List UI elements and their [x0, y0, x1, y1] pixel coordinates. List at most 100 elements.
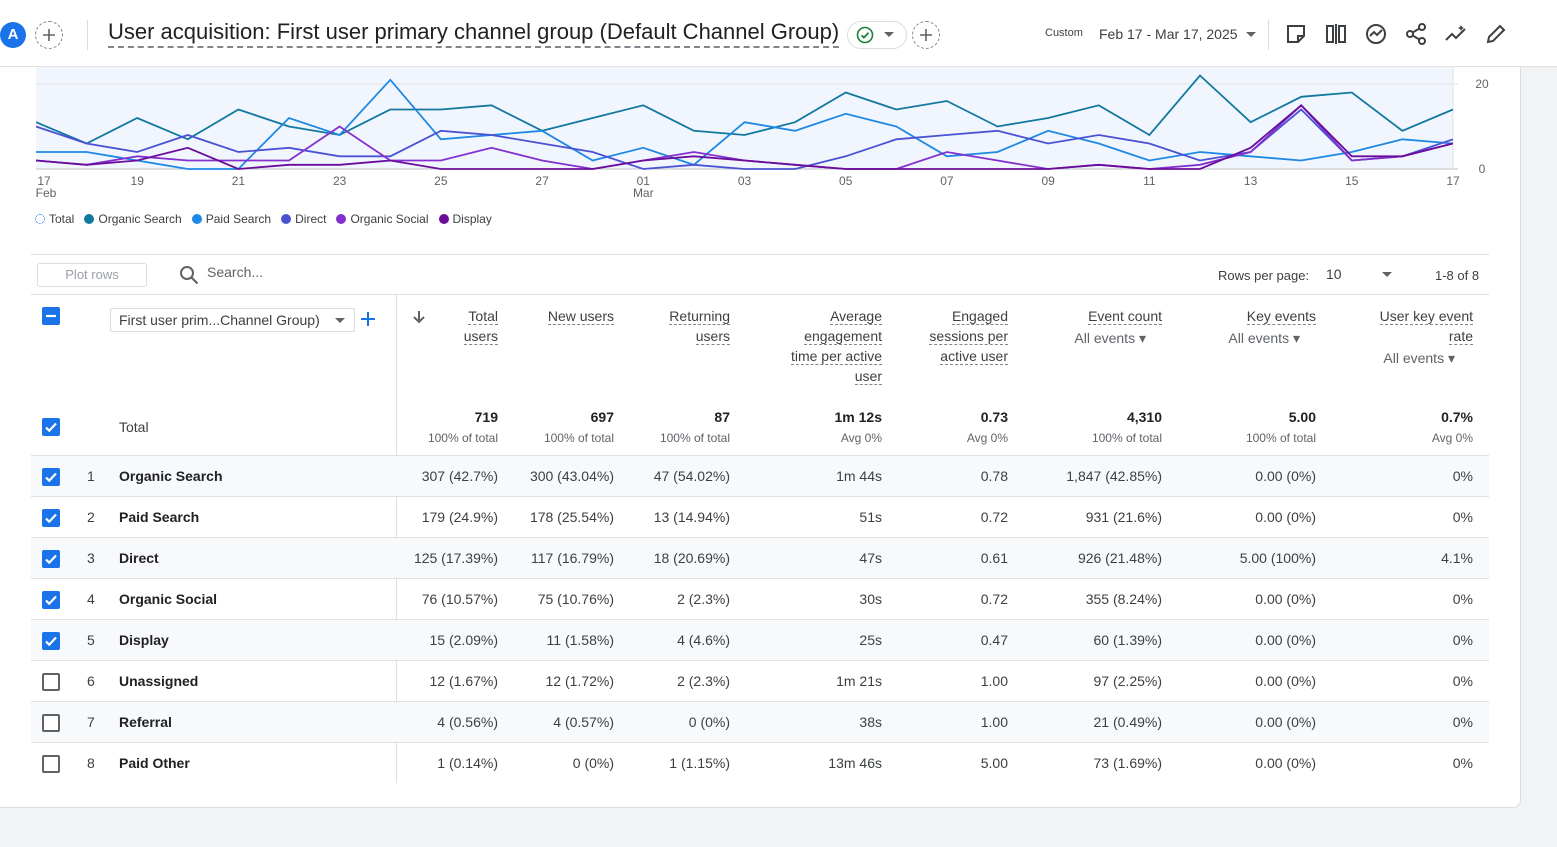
total-cell: 4,310 100% of total [1032, 409, 1162, 445]
row-checkbox[interactable] [42, 591, 60, 609]
table-row[interactable]: 6 Unassigned 12 (1.67%) 12 (1.72%) 2 (2.3%) 1… [31, 660, 1489, 701]
column-header[interactable]: Key events All events ▾ [1196, 306, 1316, 348]
table-cell: 117 (16.79%) [530, 550, 614, 566]
series-line-direct [36, 108, 1453, 170]
insights-icon[interactable] [1364, 22, 1388, 46]
total-value: 1m 12s [834, 409, 882, 425]
table-cell: 1m 44s [836, 468, 882, 484]
avatar[interactable]: A [0, 22, 26, 48]
row-checkbox[interactable] [42, 714, 60, 732]
event-filter-dropdown[interactable]: All events ▾ [1074, 330, 1146, 346]
table-row[interactable]: 1 Organic Search 307 (42.7%) 300 (43.04%) 47… [31, 455, 1489, 496]
legend-item[interactable]: Organic Social [336, 212, 429, 226]
column-header-label: Event count [1088, 308, 1162, 325]
legend-item[interactable]: Organic Search [84, 212, 182, 226]
table-cell: 926 (21.48%) [1077, 550, 1162, 566]
add-comparison-button[interactable] [35, 21, 63, 49]
legend-item[interactable]: Total [35, 212, 74, 226]
row-dimension-value[interactable]: Paid Search [119, 509, 200, 525]
table-cell: 0% [1452, 591, 1473, 607]
row-index: 3 [87, 550, 95, 566]
column-header-label: Engaged [951, 308, 1008, 325]
total-subtext: 100% of total [659, 431, 730, 445]
column-header[interactable]: Returning users [630, 306, 730, 346]
event-filter-dropdown[interactable]: All events ▾ [1228, 330, 1300, 346]
add-dimension-icon[interactable] [360, 311, 376, 327]
row-checkbox[interactable] [42, 755, 60, 773]
row-dimension-value[interactable]: Paid Other [119, 755, 190, 771]
table-row[interactable]: 5 Display 15 (2.09%) 11 (1.58%) 4 (4.6%) 25s 0… [31, 619, 1489, 660]
total-cell: 0.7% Avg 0% [1333, 409, 1473, 445]
pencil-icon[interactable] [1484, 22, 1508, 46]
series-line-display [36, 104, 1453, 170]
row-checkbox[interactable] [42, 673, 60, 691]
search-input[interactable] [207, 264, 407, 280]
total-cell: 697 100% of total [514, 409, 614, 445]
row-dimension-value[interactable]: Organic Social [119, 591, 218, 607]
column-header[interactable]: Average engagement time per active user [742, 306, 882, 386]
legend-item[interactable]: Paid Search [191, 212, 271, 226]
table-row[interactable]: 3 Direct 125 (17.39%) 117 (16.79%) 18 (20.69… [31, 537, 1489, 578]
column-header[interactable]: New users [514, 306, 614, 326]
table-row[interactable]: 7 Referral 4 (0.56%) 4 (0.57%) 0 (0%) 38s 1.00… [31, 701, 1489, 742]
share-icon[interactable] [1404, 22, 1428, 46]
header-divider [1268, 20, 1269, 50]
row-index: 5 [87, 632, 95, 648]
table-cell: 12 (1.67%) [429, 673, 498, 689]
table-row[interactable]: 4 Organic Social 76 (10.57%) 75 (10.76%) 2 (… [31, 578, 1489, 619]
dimension-select[interactable]: First user prim...Channel Group) [110, 308, 355, 332]
total-checkbox[interactable] [42, 418, 60, 436]
total-subtext: Avg 0% [966, 431, 1008, 445]
table-cell: 13m 46s [828, 755, 882, 771]
table-toolbar: Plot rows Rows per page: 10 1-8 of 8 [31, 254, 1489, 295]
table-row[interactable]: 2 Paid Search 179 (24.9%) 178 (25.54%) 13 (1… [31, 496, 1489, 537]
row-dimension-value[interactable]: Organic Search [119, 468, 223, 484]
column-header[interactable]: Event count All events ▾ [1032, 306, 1162, 348]
legend-item[interactable]: Direct [281, 212, 326, 226]
total-cell: 5.00 100% of total [1196, 409, 1316, 445]
status-dropdown[interactable] [847, 21, 907, 49]
add-button[interactable] [912, 21, 940, 49]
chevron-down-icon [335, 318, 345, 323]
row-checkbox[interactable] [42, 468, 60, 486]
row-dimension-value[interactable]: Referral [119, 714, 172, 730]
plot-rows-button[interactable]: Plot rows [37, 263, 147, 287]
table-cell: 2 (2.3%) [677, 673, 730, 689]
table-cell: 5.00 (100%) [1239, 550, 1316, 566]
sort-descending-icon[interactable] [411, 309, 427, 325]
row-dimension-value[interactable]: Direct [119, 550, 159, 566]
column-header[interactable]: User key event rate All events ▾ [1333, 306, 1473, 368]
row-dimension-value[interactable]: Display [119, 632, 169, 648]
date-dropdown-icon[interactable] [1246, 32, 1256, 38]
trend-icon[interactable] [1444, 22, 1468, 46]
table-cell: 0 (0%) [688, 714, 730, 730]
event-filter-dropdown[interactable]: All events ▾ [1383, 350, 1455, 366]
column-header[interactable]: Engaged sessions per active user [898, 306, 1008, 366]
row-checkbox[interactable] [42, 632, 60, 650]
select-all-checkbox[interactable] [42, 307, 60, 325]
edit-comparison-icon[interactable] [1284, 22, 1308, 46]
row-checkbox[interactable] [42, 509, 60, 527]
rows-per-page-select[interactable]: 10 [1326, 266, 1396, 286]
x-tick-label: 07 [940, 174, 954, 188]
x-tick-label: 15 [1345, 174, 1359, 188]
date-range-picker[interactable]: Feb 17 - Mar 17, 2025 [1099, 26, 1238, 42]
row-checkbox[interactable] [42, 550, 60, 568]
table-row[interactable]: 8 Paid Other 1 (0.14%) 0 (0%) 1 (1.15%) 13m 4… [31, 742, 1489, 783]
column-header[interactable]: Total users [408, 306, 498, 346]
x-tick-label: 25 [434, 174, 448, 188]
row-dimension-value[interactable]: Unassigned [119, 673, 199, 689]
total-cell: 719 100% of total [408, 409, 498, 445]
x-tick-label: 09 [1041, 174, 1055, 188]
total-cell: 0.73 Avg 0% [898, 409, 1008, 445]
table-cell: 0% [1452, 632, 1473, 648]
compare-icon[interactable] [1324, 22, 1348, 46]
column-header-label: active user [940, 348, 1008, 365]
table-cell: 125 (17.39%) [413, 550, 498, 566]
x-tick-label: 05 [839, 174, 853, 188]
legend-item[interactable]: Display [438, 212, 492, 226]
total-value: 5.00 [1288, 409, 1316, 425]
table-cell: 0.78 [980, 468, 1008, 484]
column-header-label: Average [830, 308, 882, 325]
